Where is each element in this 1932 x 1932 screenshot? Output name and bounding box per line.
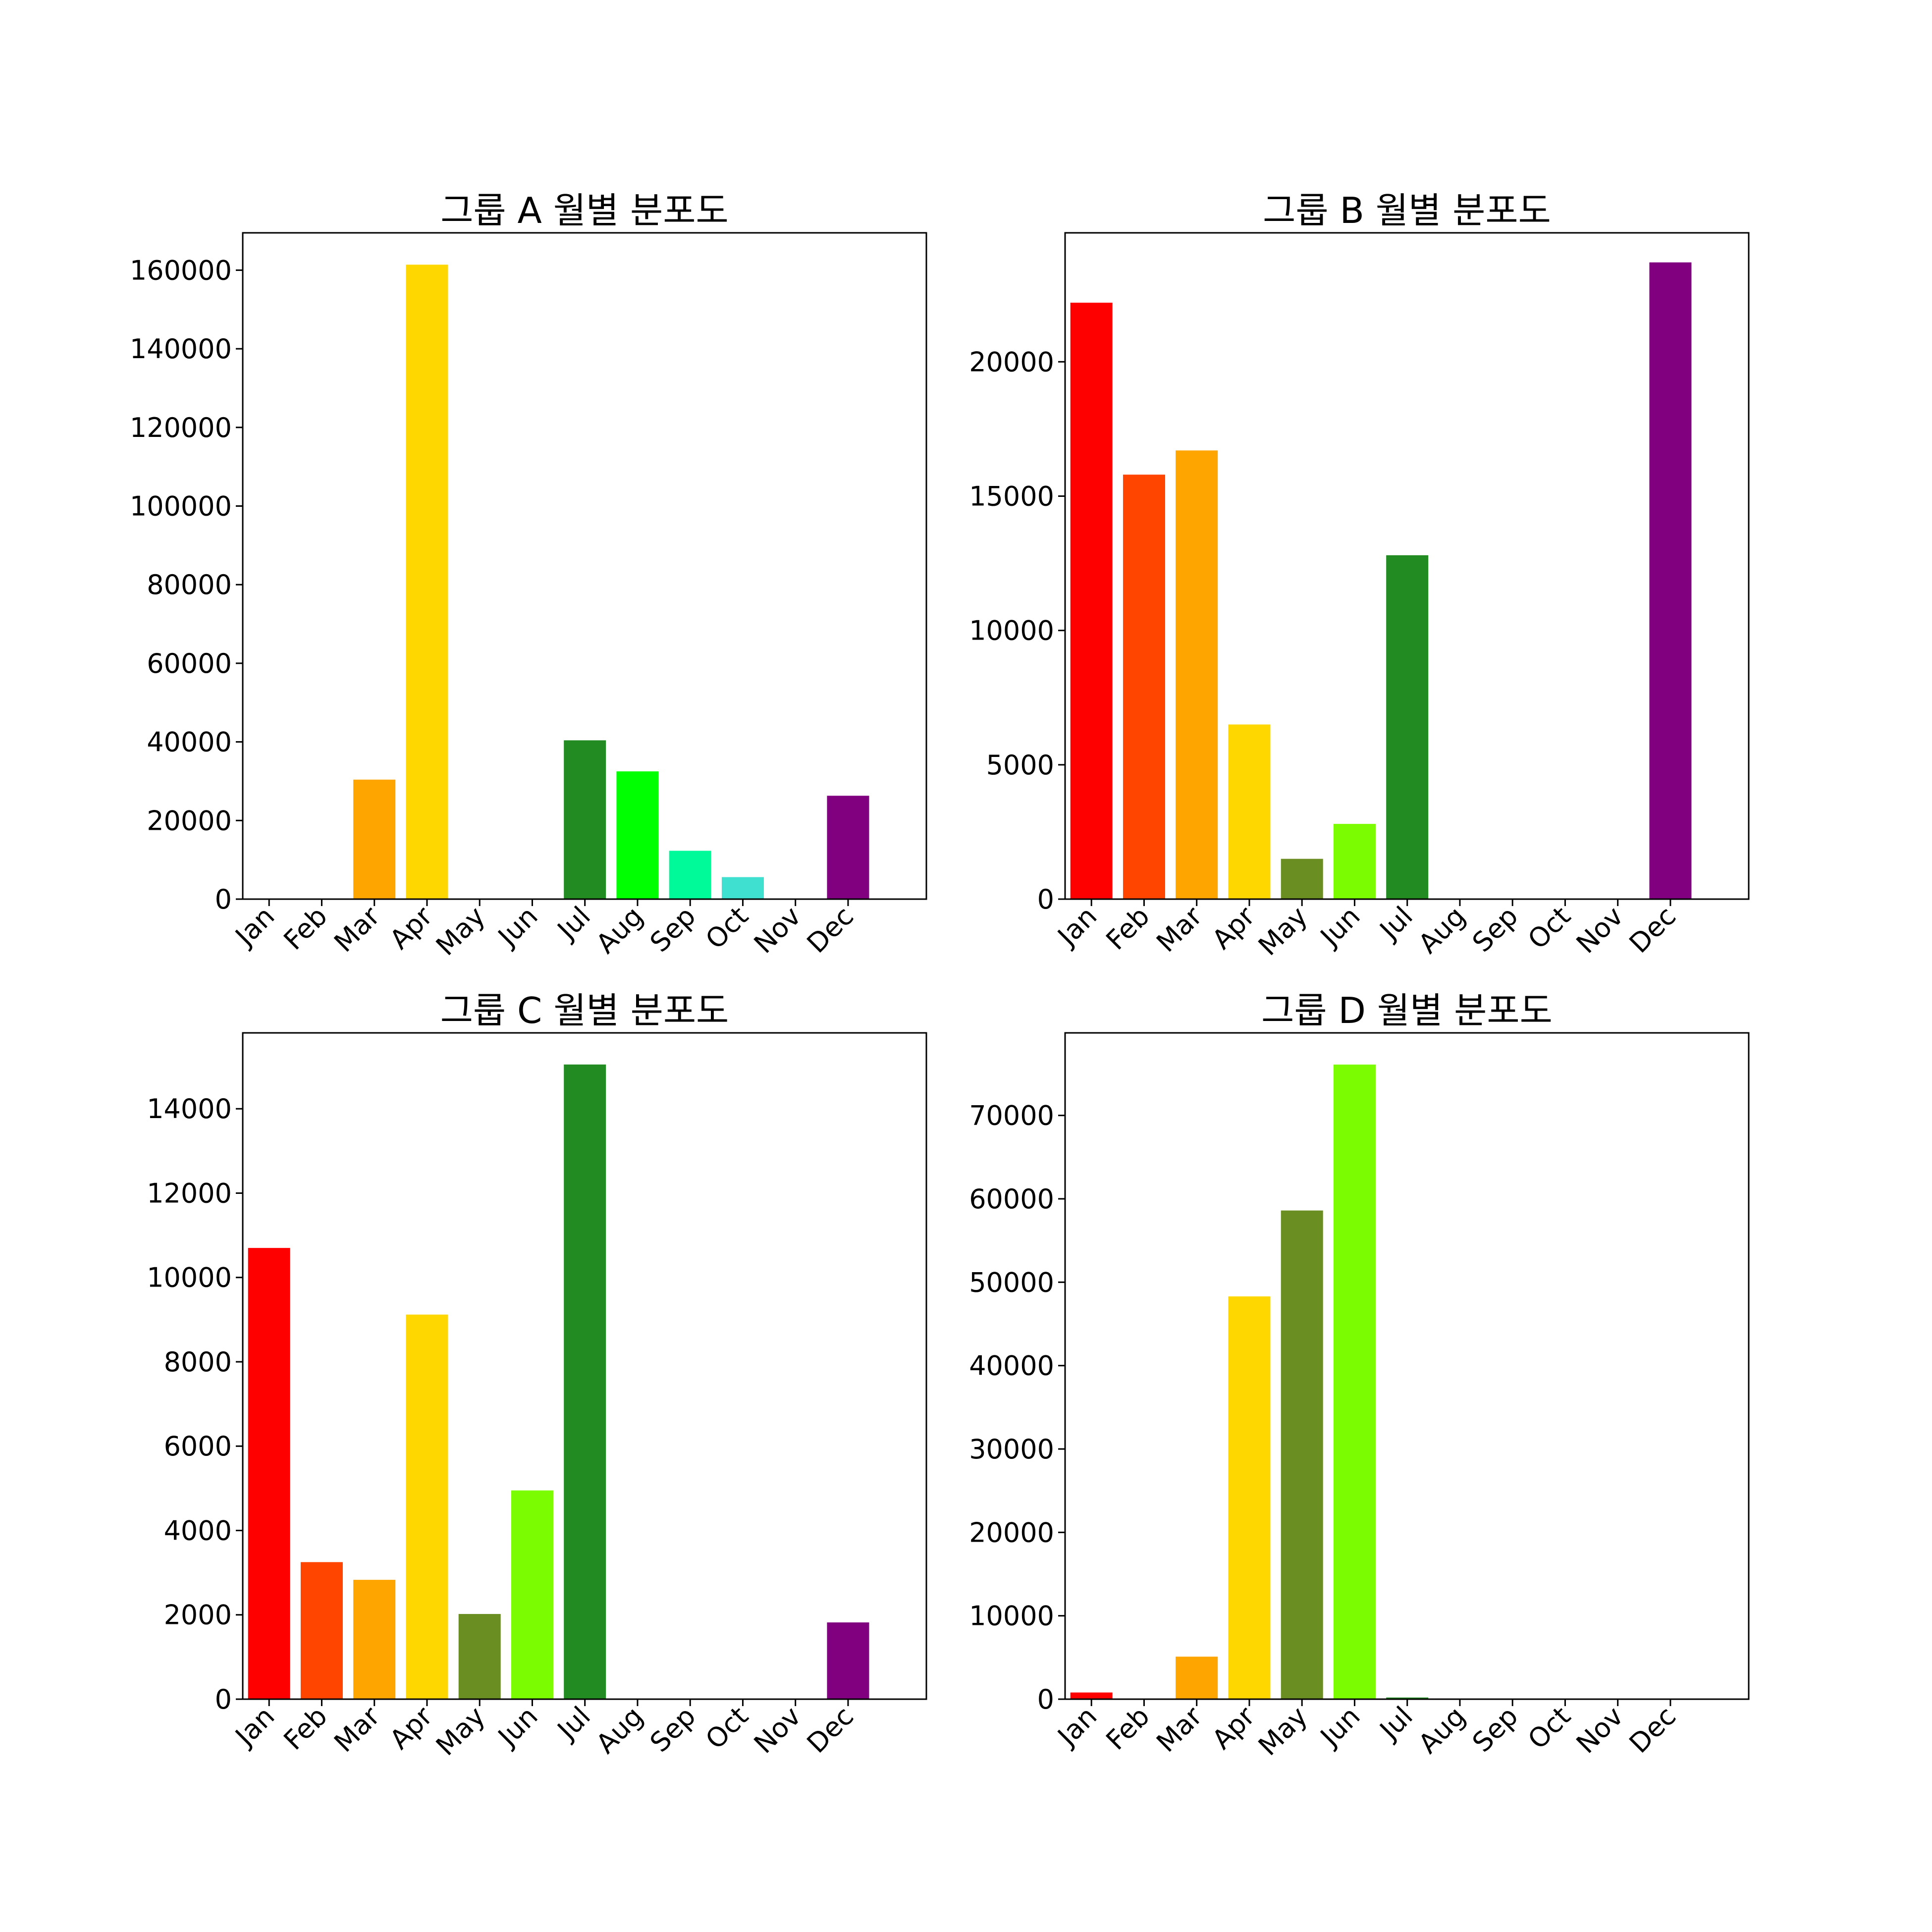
y-tick-label: 10000 [969,615,1054,646]
y-tick-label: 140000 [130,333,232,365]
bar-apr [1228,724,1271,899]
y-tick-label: 10000 [969,1601,1054,1632]
y-tick-label: 100000 [130,490,232,522]
y-tick-label: 5000 [986,750,1054,781]
y-tick-label: 40000 [147,727,232,758]
chart-title: 그룹 D 월별 분포도 [1261,990,1553,1031]
panel-b: 그룹 B 월별 분포도 05000100001500020000JanFebMa… [969,190,1750,962]
axes-frame [1064,232,1750,900]
bar-jan [1070,303,1113,899]
bar-jun [1333,824,1376,899]
y-tick-label: 0 [1037,884,1054,915]
y-tick-label: 12000 [147,1178,232,1209]
bar-dec [827,1622,869,1699]
bar-apr [1228,1296,1271,1699]
panel-c: 그룹 C 월별 분포도 0 2000 4000 6000 8000 10000 12000 1… [147,990,927,1762]
bar-jun [1333,1064,1376,1699]
y-tick-label: 0 [215,1684,232,1715]
y-tick-label: 0 [1037,1684,1054,1715]
y-tick-label: 2000 [164,1600,232,1631]
bar-mar [1176,450,1218,899]
y-tick-label: 160000 [130,255,232,286]
y-tick-label: 6000 [164,1431,232,1462]
axes-frame [242,1032,927,1700]
bar-mar [1176,1657,1218,1699]
y-tick-label: 120000 [130,412,232,443]
chart-title: 그룹 C 월별 분포도 [440,990,729,1031]
y-tick-label: 40000 [969,1350,1054,1382]
bar-may [1281,1210,1323,1699]
bar-jul [1386,1697,1429,1699]
y-tick-label: 14000 [147,1093,232,1125]
y-tick-label: 60000 [147,648,232,679]
bar-oct [721,877,764,899]
bar-jun [511,1490,553,1699]
y-tick-label: 20000 [147,805,232,836]
y-tick-label: 8000 [164,1346,232,1378]
bar-jan [248,1248,290,1699]
y-tick-label: 10000 [147,1262,232,1293]
axes-frame [1064,1032,1750,1700]
y-tick-label: 30000 [969,1434,1054,1465]
plot-area: 02000400060008000100001200014000JanFebMa… [147,1064,869,1762]
bar-may [1281,859,1323,899]
y-tick-label: 70000 [969,1100,1054,1131]
y-tick-label: 15000 [969,481,1054,512]
bar-sep [669,851,711,899]
bar-aug [616,771,659,899]
bar-feb [300,1562,343,1699]
bar-jul [564,1064,606,1699]
axes-frame [242,232,927,900]
y-tick-label: 0 [215,884,232,915]
bar-jul [564,740,606,899]
bar-jan [1070,1692,1113,1699]
y-tick-label: 20000 [969,346,1054,377]
y-tick-label: 4000 [164,1515,232,1546]
bar-feb [1123,475,1165,899]
panel-a: 그룹 A 월별 분포도 0 20000 40000 60000 80000 100000 1… [130,190,927,962]
y-tick-label: 20000 [969,1517,1054,1548]
bar-apr [406,1314,448,1699]
y-tick-label: 50000 [969,1267,1054,1298]
bar-mar [353,779,396,899]
bar-dec [1649,262,1692,900]
bar-mar [353,1580,396,1699]
chart-title: 그룹 B 월별 분포도 [1263,190,1551,231]
bar-jul [1386,555,1429,899]
y-tick-label: 80000 [147,569,232,600]
bar-may [458,1614,501,1699]
y-tick-label: 60000 [969,1183,1054,1215]
chart-title: 그룹 A 월별 분포도 [440,190,729,231]
bar-dec [827,796,869,899]
bar-apr [406,265,448,899]
